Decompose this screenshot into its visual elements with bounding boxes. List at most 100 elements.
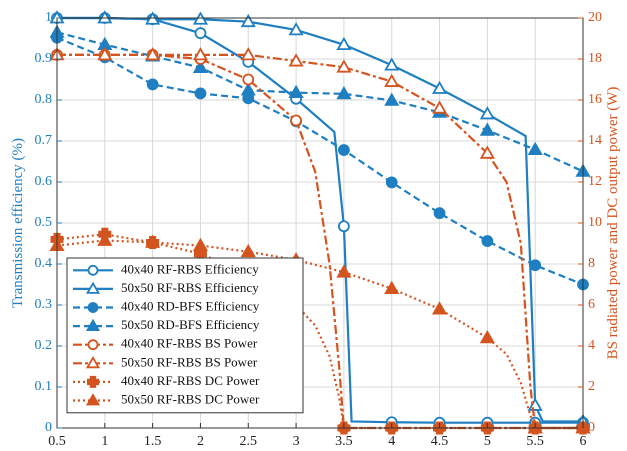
- data-point: [384, 280, 400, 295]
- data-point: [97, 10, 113, 24]
- data-point: [338, 144, 350, 156]
- data-point: [479, 106, 495, 120]
- legend-box: [66, 257, 304, 414]
- legend-label: 50x50 RD-BFS Efficiency: [121, 317, 260, 332]
- left-tick-label: 0.7: [35, 133, 53, 148]
- data-point: [240, 13, 256, 28]
- data-point: [336, 86, 352, 100]
- data-point: [431, 301, 448, 315]
- legend-entry: 40x40 RF-RBS Efficiency: [73, 261, 259, 276]
- legend: 40x40 RF-RBS Efficiency 50x50 RF-RBS Effi…: [66, 257, 304, 414]
- x-tick-label: 3.5: [335, 434, 353, 449]
- legend-entry: 40x40 RF-RBS BS Power: [73, 336, 258, 351]
- right-tick-label: 12: [588, 174, 602, 189]
- legend-entry: 50x50 RF-RBS DC Power: [73, 391, 260, 406]
- right-tick-label: 4: [588, 338, 595, 353]
- data-point: [85, 318, 101, 332]
- data-point: [145, 47, 161, 61]
- data-point: [479, 145, 495, 159]
- left-tick-label: 0.9: [35, 51, 53, 66]
- legend-entry: 40x40 RD-BFS Efficiency: [73, 298, 260, 313]
- x-tick-label: 4: [388, 434, 395, 449]
- x-tick-label: 1: [101, 434, 108, 449]
- left-tick-label: 0: [45, 420, 52, 435]
- data-point: [336, 59, 352, 73]
- legend-label: 40x40 RD-BFS Efficiency: [121, 298, 260, 313]
- data-point: [527, 141, 543, 156]
- right-tick-label: 2: [588, 379, 595, 394]
- left-tick-label: 0.5: [35, 215, 53, 230]
- data-point: [479, 122, 495, 136]
- series-2: [51, 31, 589, 291]
- left-axis-label: Transmission efficiency (%): [10, 138, 26, 308]
- data-point: [288, 22, 304, 36]
- left-axis-ticks: 0 0.1 0.2 0.3 0.4 0.5 0.6 0.7 0.8 0.9 1: [35, 10, 62, 435]
- data-point: [527, 397, 543, 411]
- data-point: [479, 329, 495, 344]
- data-point: [431, 100, 448, 114]
- legend-entry: 40x40 RF-RBS DC Power: [73, 373, 260, 388]
- x-tick-label: 4.5: [431, 434, 449, 449]
- series-3: [49, 24, 591, 177]
- data-point: [384, 57, 400, 71]
- legend-label: 40x40 RF-RBS DC Power: [121, 373, 260, 388]
- right-tick-label: 10: [588, 215, 602, 230]
- x-tick-label: 5: [484, 434, 491, 449]
- right-tick-label: 16: [588, 92, 602, 107]
- data-point: [336, 36, 352, 51]
- legend-label: 40x40 RF-RBS BS Power: [121, 336, 258, 351]
- x-tick-label: 0.5: [48, 434, 66, 449]
- series-line: [57, 16, 583, 423]
- left-tick-label: 0.2: [35, 338, 53, 353]
- data-point: [433, 207, 446, 220]
- x-tick-label: 1.5: [144, 434, 162, 449]
- left-tick-label: 0.6: [35, 174, 53, 189]
- data-point: [431, 80, 448, 94]
- data-point: [85, 393, 101, 406]
- right-tick-label: 0: [588, 420, 595, 435]
- series-line: [56, 31, 584, 173]
- series-line: [57, 16, 583, 424]
- data-point: [85, 356, 101, 369]
- data-point: [192, 59, 209, 74]
- x-tick-label: 6: [580, 434, 587, 449]
- data-point: [145, 234, 161, 248]
- data-point: [87, 375, 99, 388]
- left-tick-label: 0.1: [35, 379, 53, 394]
- right-axis-label: BS radiated power and DC output power (W…: [605, 87, 621, 360]
- right-tick-label: 20: [588, 10, 602, 25]
- data-point: [146, 78, 159, 91]
- legend-label: 40x40 RF-RBS Efficiency: [121, 261, 259, 276]
- data-point: [192, 237, 209, 251]
- data-point: [290, 114, 302, 127]
- data-point: [87, 339, 99, 351]
- data-point: [194, 87, 207, 100]
- left-tick-label: 0.4: [35, 256, 53, 271]
- x-tick-label: 3: [293, 434, 300, 449]
- legend-label: 50x50 RF-RBS BS Power: [121, 354, 258, 369]
- data-point: [240, 82, 256, 96]
- data-point: [384, 92, 400, 106]
- data-point: [336, 264, 352, 278]
- data-point: [242, 73, 255, 86]
- data-point: [384, 73, 400, 87]
- right-tick-label: 14: [588, 133, 602, 148]
- data-point: [87, 302, 99, 313]
- x-tick-label: 5.5: [526, 434, 544, 449]
- legend-entry: 50x50 RF-RBS BS Power: [73, 354, 258, 369]
- legend-entry: 50x50 RF-RBS Efficiency: [73, 280, 259, 295]
- right-tick-label: 18: [588, 51, 602, 66]
- data-point: [97, 232, 113, 246]
- right-axis-ticks: 0 2 4 6 8 10 12 14 16 18 20: [578, 10, 602, 435]
- x-axis-ticks: 0.5 1 1.5 2 2.5 3 3.5 4 4.5 5 5.5 6: [48, 423, 587, 449]
- data-point: [481, 235, 494, 247]
- legend-label: 50x50 RF-RBS DC Power: [121, 391, 260, 406]
- legend-label: 50x50 RF-RBS Efficiency: [121, 280, 259, 295]
- right-tick-label: 6: [588, 297, 595, 312]
- data-point: [192, 47, 209, 61]
- legend-entry: 50x50 RD-BFS Efficiency: [73, 317, 260, 332]
- data-point: [338, 220, 350, 233]
- left-tick-label: 0.8: [35, 92, 53, 107]
- data-point: [385, 176, 398, 189]
